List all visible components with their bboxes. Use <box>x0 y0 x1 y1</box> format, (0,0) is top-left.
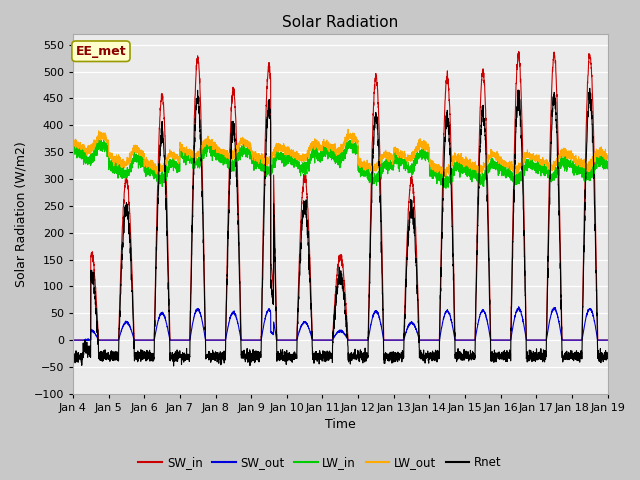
SW_in <box>460 337 468 343</box>
LW_in <box>491 163 499 169</box>
LW_in <box>321 149 328 155</box>
Rnet <box>604 350 611 356</box>
SW_in <box>431 337 438 343</box>
Line: Rnet: Rnet <box>73 88 607 366</box>
Rnet <box>490 354 498 360</box>
LW_out <box>460 160 468 166</box>
LW_in <box>604 164 611 170</box>
SW_in <box>69 337 77 343</box>
LW_out <box>491 151 499 156</box>
Line: SW_in: SW_in <box>73 51 607 340</box>
SW_in <box>515 48 522 54</box>
LW_in <box>165 162 173 168</box>
SW_in <box>490 337 498 343</box>
SW_out <box>320 337 328 343</box>
Rnet <box>170 363 177 369</box>
SW_out <box>603 337 611 343</box>
SW_out <box>460 337 468 343</box>
LW_out <box>440 174 448 180</box>
LW_in <box>100 136 108 142</box>
Rnet <box>431 353 438 359</box>
LW_out <box>604 155 611 161</box>
LW_in <box>604 158 611 164</box>
SW_in <box>603 337 611 343</box>
Rnet <box>604 355 611 361</box>
LW_in <box>442 185 450 191</box>
SW_out <box>69 337 77 343</box>
SW_out <box>490 337 498 343</box>
Rnet <box>321 359 328 364</box>
LW_out <box>69 137 77 143</box>
Rnet <box>69 352 77 358</box>
LW_in <box>431 170 438 176</box>
Rnet <box>165 308 173 313</box>
SW_in <box>604 337 611 343</box>
LW_out <box>431 165 438 170</box>
X-axis label: Time: Time <box>325 419 356 432</box>
Line: LW_out: LW_out <box>73 129 607 177</box>
SW_out <box>515 304 522 310</box>
Title: Solar Radiation: Solar Radiation <box>282 15 398 30</box>
SW_in <box>320 337 328 343</box>
Rnet <box>586 85 593 91</box>
Legend: SW_in, SW_out, LW_in, LW_out, Rnet: SW_in, SW_out, LW_in, LW_out, Rnet <box>134 452 506 474</box>
LW_out <box>165 154 173 159</box>
Line: LW_in: LW_in <box>73 139 607 188</box>
SW_in <box>165 297 173 303</box>
Text: EE_met: EE_met <box>76 45 126 58</box>
SW_out <box>431 337 438 343</box>
SW_out <box>165 333 173 338</box>
Rnet <box>460 353 468 359</box>
LW_out <box>320 140 328 145</box>
LW_in <box>460 167 468 173</box>
SW_out <box>604 337 611 343</box>
LW_in <box>69 151 77 157</box>
Line: SW_out: SW_out <box>73 307 607 340</box>
Y-axis label: Solar Radiation (W/m2): Solar Radiation (W/m2) <box>15 141 28 287</box>
LW_out <box>344 126 352 132</box>
LW_out <box>604 154 611 160</box>
